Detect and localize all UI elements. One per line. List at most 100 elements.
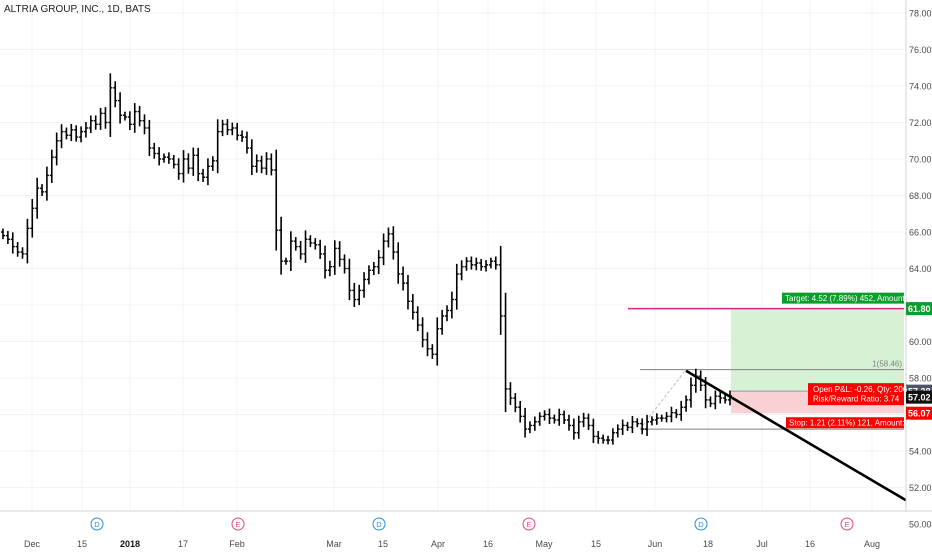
dividend-marker: D [694,517,708,531]
ohlc-bar [1,228,5,240]
ohlc-bar [352,282,357,307]
ohlc-bar [15,241,20,257]
ohlc-bar [425,332,430,357]
ohlc-bar [147,119,152,157]
ohlc-bar [269,153,274,176]
ohlc-bar [74,125,79,142]
ohlc-bar [718,390,723,404]
ohlc-bar [713,390,718,410]
ohlc-bar [508,382,513,405]
ohlc-bar [327,260,332,277]
ohlc-bar [376,250,381,275]
time-axis[interactable]: Dec 15 2018 17 Feb Mar 15 Apr 16 May 15 Jun 18 Jul 16 A… [0,510,932,550]
trendline[interactable] [685,369,907,502]
ohlc-bar [669,406,674,423]
price-tick-label: 76.00 [909,45,932,55]
ohlc-bar [635,418,640,428]
ohlc-bar [679,400,684,421]
price-tick-label: 60.00 [909,337,932,347]
ohlc-bar [152,142,157,159]
ohlc-bar [688,377,693,408]
earnings-marker: E [231,517,245,531]
ohlc-bar [44,166,49,201]
ohlc-bar [103,107,108,129]
ohlc-bar [186,153,191,174]
svg-text:Risk/Reward Ratio: 3.74: Risk/Reward Ratio: 3.74 [813,395,900,404]
ohlc-bar [527,421,532,434]
ohlc-bar [513,393,518,413]
ohlc-bar [337,241,342,267]
svg-text:E: E [235,520,240,529]
time-tick-label: May [535,539,553,549]
ohlc-bar [386,227,391,248]
ohlc-bar [357,284,362,306]
ohlc-bar [537,412,542,426]
ohlc-bar [220,119,225,137]
ohlc-bar [649,416,654,426]
ohlc-bar [542,410,547,421]
ohlc-bar [693,368,698,393]
time-tick-label: Mar [326,539,342,549]
ohlc-bar [576,415,581,439]
ohlc-bar [54,132,59,166]
ohlc-bar [79,126,84,143]
time-tick-label: 15 [591,539,601,549]
ohlc-bar [479,258,484,271]
price-tick-label: 70.00 [909,155,932,165]
ohlc-bar [40,184,45,196]
svg-text:Stop: 1.21 (2.11%) 121, Amount: Stop: 1.21 (2.11%) 121, Amount: 7 [789,419,912,428]
ohlc-bar [288,231,293,272]
svg-text:Target: 4.52 (7.89%) 452, Amou: Target: 4.52 (7.89%) 452, Amount: 1 [785,294,914,303]
ohlc-bar [405,274,410,310]
ohlc-bar [415,306,420,332]
ohlc-bar [659,414,664,422]
ohlc-bar [157,147,162,166]
ohlc-bar [166,152,171,164]
ohlc-bar [332,240,337,275]
dividend-marker: D [372,517,386,531]
stop-price-badge-bg [906,406,932,420]
ohlc-bar [484,260,489,272]
ohlc-bar [283,257,288,265]
ohlc-bar [49,149,54,183]
ohlc-bar [83,122,88,138]
ohlc-bar [196,147,201,182]
time-tick-label: Aug [864,539,880,549]
ohlc-bars [1,73,732,445]
ohlc-bar [645,414,650,437]
ohlc-bar [420,317,425,348]
ohlc-bar [488,257,493,269]
ohlc-bar [132,103,137,133]
ohlc-bar [118,92,123,124]
time-tick-label: 16 [483,539,493,549]
ohlc-bar [503,292,508,413]
stop-label: Stop: 1.21 (2.11%) 121, Amount: 7 [786,417,912,429]
stop-price-badge: 56.07 [908,409,931,419]
price-axis[interactable]: 78.00 76.00 74.00 72.00 70.00 68.00 66.00 64.00… [905,0,932,550]
ohlc-bar [318,239,323,259]
ohlc-bar [235,122,240,141]
target-price-badge: 61.80 [908,304,931,314]
ohlc-bar [552,414,557,424]
ohlc-bar [708,396,713,408]
ohlc-bar [35,177,40,219]
ohlc-bar [518,400,523,423]
ohlc-bar [240,130,245,142]
ohlc-bar [606,435,611,445]
ohlc-bar [69,123,74,142]
time-tick-label: 15 [77,539,87,549]
time-axis-bg [0,510,906,550]
price-tick-label: 68.00 [909,191,932,201]
ohlc-bar [59,124,64,149]
current-price-badge-bg [906,390,932,404]
ohlc-bar [279,216,284,275]
ohlc-bar [664,412,669,423]
ohlc-bar [249,139,254,176]
ohlc-bar [557,408,562,426]
price-tick-label: 72.00 [909,118,932,128]
price-tick-label: 66.00 [909,228,932,238]
ohlc-bar [630,415,635,434]
ohlc-bar [464,257,469,271]
